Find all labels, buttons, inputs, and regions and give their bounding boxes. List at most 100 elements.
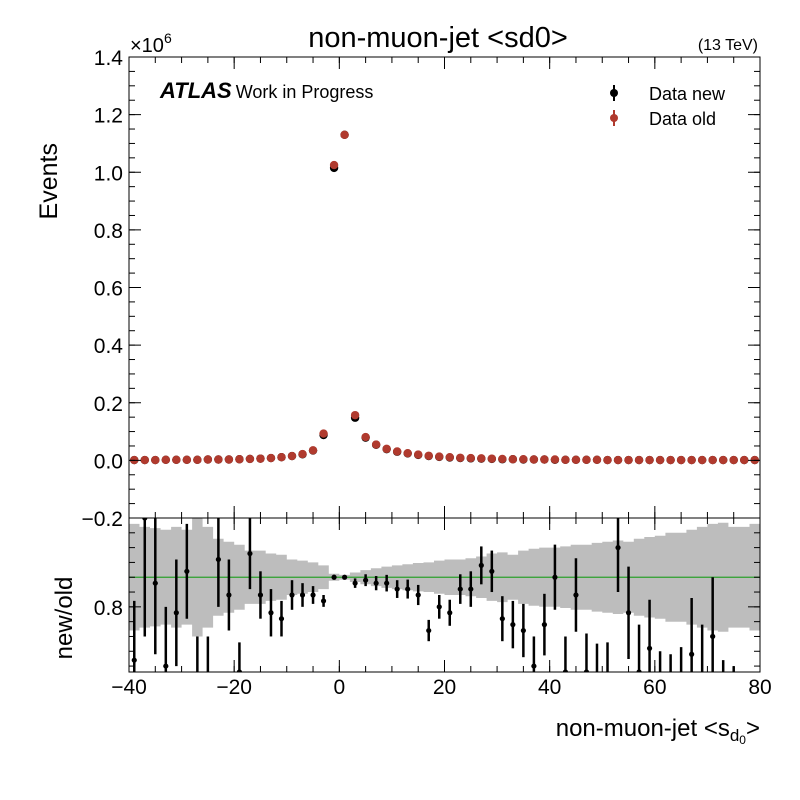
ratio-y-tick-label: 0.8: [94, 597, 123, 620]
ratio-point: [142, 518, 148, 521]
data-old-point: [329, 160, 339, 170]
atlas-label-main: ATLAS: [159, 78, 232, 103]
legend: Data new Data old: [610, 84, 726, 129]
data-old-point: [277, 453, 286, 462]
data-old-point: [466, 453, 475, 463]
ratio-point: [510, 622, 516, 628]
data-old-point: [235, 455, 244, 464]
data-old-point: [529, 455, 539, 464]
data-old-point: [561, 455, 570, 464]
ratio-point: [205, 675, 210, 680]
data-old-point: [361, 432, 370, 442]
ratio-point: [184, 568, 190, 574]
legend-new-marker: [610, 89, 618, 97]
y-tick-label: 1.2: [94, 105, 123, 128]
ratio-point: [257, 592, 264, 598]
data-old-point: [172, 455, 181, 464]
data-old-point: [498, 454, 507, 464]
ratio-point: [226, 592, 232, 598]
data-old-point: [414, 450, 423, 459]
y-multiplier-exponent: 6: [164, 30, 172, 46]
ratio-point: [247, 550, 253, 557]
ratio-point: [163, 663, 169, 669]
data-old-point: [624, 455, 633, 465]
data-old-point: [655, 455, 665, 465]
ratio-point: [436, 604, 442, 610]
data-old-point: [487, 454, 497, 463]
x-tick-label: 60: [643, 676, 666, 699]
data-old-point: [350, 410, 360, 420]
ratio-point: [310, 592, 316, 598]
data-old-point: [382, 444, 391, 454]
ratio-point: [299, 592, 306, 598]
ratio-point: [341, 574, 348, 580]
ratio-point: [552, 574, 558, 580]
data-old-point: [456, 453, 465, 462]
ratio-point: [426, 627, 432, 634]
main-panel: [130, 130, 759, 465]
data-old-point: [371, 440, 381, 449]
legend-new-label: Data new: [649, 84, 726, 104]
y-tick-label: 0.4: [94, 335, 124, 358]
ratio-point: [278, 616, 285, 622]
data-old-point: [403, 448, 412, 458]
data-old-point: [214, 455, 223, 464]
ratio-y-axis-label: new/old: [51, 577, 78, 660]
atlas-label: ATLAS Work in Progress: [159, 78, 373, 103]
ratio-point: [700, 681, 705, 686]
y-tick-label: 1.0: [94, 162, 123, 185]
ratio-point: [520, 627, 526, 634]
data-old-point: [340, 130, 349, 139]
y-tick-label: 0.0: [94, 450, 123, 473]
data-old-point: [182, 455, 192, 464]
ratio-point: [531, 663, 537, 669]
data-old-point: [224, 455, 234, 464]
y-tick-label: 0.6: [94, 278, 123, 301]
ratio-point: [384, 580, 390, 586]
data-old-point: [592, 455, 602, 464]
data-old-point: [245, 454, 255, 464]
x-tick-label: −40: [111, 676, 147, 699]
ratio-point: [195, 675, 200, 680]
x-axis-label-subsub: 0: [739, 733, 746, 747]
data-old-point: [445, 453, 454, 462]
ratio-point: [415, 592, 421, 598]
data-old-point: [729, 455, 738, 465]
ratio-point: [394, 586, 400, 592]
ratio-point: [131, 657, 137, 663]
data-old-point: [298, 449, 307, 459]
ratio-point: [468, 586, 474, 592]
x-axis-label-main: non-muon-jet <s: [556, 715, 730, 742]
x-tick-label: 0: [333, 676, 345, 699]
ratio-point: [679, 699, 684, 704]
ratio-point: [605, 681, 610, 686]
y-axis-label: Events: [35, 143, 63, 219]
ratio-point: [594, 681, 599, 686]
data-old-point: [571, 455, 581, 464]
ratio-point: [447, 610, 453, 616]
data-old-point: [319, 429, 328, 438]
ratio-point: [689, 651, 695, 657]
data-old-point: [740, 455, 749, 465]
ratio-panel: [129, 518, 760, 710]
ratio-point: [636, 669, 642, 672]
ratio-point: [489, 568, 495, 574]
data-old-point: [687, 455, 696, 465]
data-old-point: [603, 455, 612, 465]
ratio-point: [615, 545, 621, 551]
chart-title: non-muon-jet <sd0>: [308, 22, 568, 54]
ratio-point: [320, 598, 327, 604]
x-tick-label: 20: [433, 676, 456, 699]
data-old-point: [193, 455, 202, 464]
y-tick-label: 0.2: [94, 393, 123, 416]
data-old-point: [151, 455, 160, 465]
data-old-point: [519, 455, 528, 464]
y-tick-label: 0.8: [94, 220, 123, 243]
ratio-point: [668, 705, 673, 710]
data-old-point: [424, 451, 433, 460]
ratio-point: [173, 610, 179, 616]
x-axis-label-end: >: [746, 715, 760, 742]
data-old-point: [392, 447, 402, 456]
svg-text:×106: ×106: [130, 30, 172, 57]
